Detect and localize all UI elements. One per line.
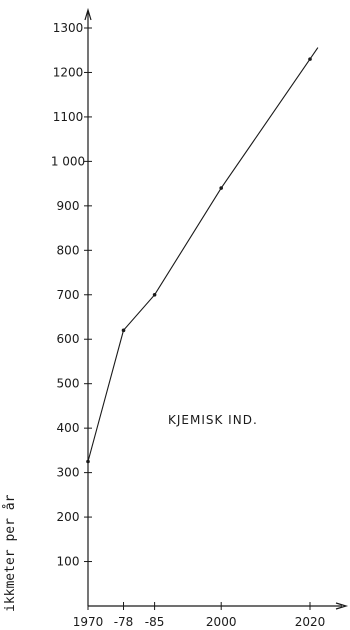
y-tick-label: 900 — [57, 199, 80, 213]
data-point — [86, 459, 90, 464]
y-tick-label: 800 — [57, 243, 80, 257]
y-axis-title: ikkmeter per år — [3, 494, 18, 612]
y-tick-label: 200 — [57, 510, 80, 524]
annotation-kjemisk-ind: KJEMISK IND. — [168, 413, 258, 427]
y-tick-label: 700 — [57, 288, 80, 302]
y-tick-label: 1100 — [53, 110, 84, 124]
y-tick-label: 500 — [57, 377, 80, 391]
y-ticks: 100 200 300 400 500 600 700 800 900 1 000 1100 1200… — [51, 21, 92, 569]
y-tick-label: 600 — [57, 332, 80, 346]
y-tick-label: 1 000 — [51, 154, 85, 168]
data-point — [121, 328, 126, 333]
x-tick-label: -85 — [145, 615, 165, 629]
axes — [84, 7, 349, 610]
y-tick-label: 400 — [57, 421, 80, 435]
x-axis-arrow — [335, 602, 349, 610]
x-tick-label: 2020 — [295, 615, 326, 629]
x-tick-label: 1970 — [73, 615, 104, 629]
y-tick-label: 100 — [57, 555, 80, 569]
data-point — [219, 186, 223, 190]
y-tick-label: 1300 — [53, 21, 84, 35]
y-axis-arrow — [84, 7, 92, 21]
x-ticks: 1970 -78 -85 2000 2020 — [73, 602, 326, 629]
data-point — [308, 57, 312, 61]
x-tick-label: 2000 — [206, 615, 237, 629]
y-tick-label: 300 — [57, 466, 80, 480]
x-tick-label: -78 — [114, 615, 134, 629]
series-line — [87, 47, 319, 462]
y-tick-label: 1200 — [53, 65, 84, 79]
data-point — [152, 292, 157, 297]
series — [86, 47, 319, 464]
